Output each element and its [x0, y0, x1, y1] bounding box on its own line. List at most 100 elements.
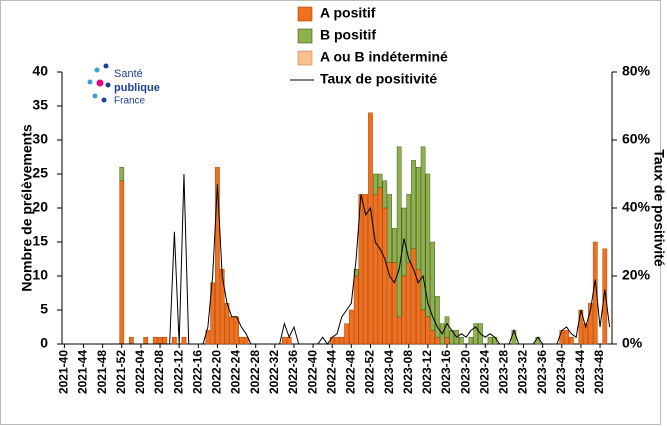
bar: [602, 248, 608, 345]
line: [64, 173, 611, 345]
x-tick-label: 2023-48: [592, 350, 606, 394]
bar: [406, 262, 412, 345]
bar: [392, 228, 397, 263]
legend-swatch: [297, 28, 313, 44]
x-tick-label: 2023-24: [477, 350, 491, 394]
bar: [430, 330, 435, 345]
x-tick-label: 2022-04: [133, 350, 147, 394]
logo: Santé publique France: [87, 63, 160, 107]
x-tick-label: 2022-16: [190, 350, 204, 394]
bar: [468, 336, 474, 345]
bar: [511, 330, 517, 345]
bar: [425, 316, 431, 345]
x-tick-label: 2022-48: [344, 350, 358, 394]
bar: [143, 336, 149, 345]
legend-swatch: [297, 50, 313, 66]
legend-swatch: [297, 6, 313, 22]
x-tick-label: 2021-44: [76, 350, 90, 394]
bar: [368, 112, 373, 345]
bar: [329, 336, 335, 345]
x-tick-label: 2023-20: [458, 350, 472, 394]
bar: [181, 336, 187, 345]
x-tick-label: 2023-12: [420, 350, 434, 394]
y2-tick-label: 0%: [622, 335, 643, 351]
bar: [487, 336, 493, 345]
bar: [129, 336, 134, 345]
bar: [382, 207, 388, 345]
bar: [372, 194, 378, 345]
y-tick-label: 35: [32, 97, 48, 113]
bar: [152, 336, 158, 345]
bar: [344, 323, 349, 345]
bar: [411, 248, 416, 345]
bar: [411, 160, 416, 250]
bar: [444, 336, 450, 345]
y-tick-label: 10: [32, 267, 48, 283]
bar: [377, 173, 383, 188]
bar: [239, 336, 244, 345]
x-tick-label: 2023-44: [573, 350, 587, 394]
x-tick-label: 2021-48: [95, 350, 109, 394]
x-tick-label: 2022-08: [152, 350, 166, 394]
bar: [162, 336, 168, 345]
bar: [377, 187, 383, 345]
bar: [435, 336, 440, 345]
bar: [119, 166, 125, 182]
bar: [401, 275, 407, 345]
y2-axis-title: Taux de positivité: [651, 149, 667, 266]
y2-tick-label: 60%: [622, 131, 651, 147]
bar: [282, 336, 287, 345]
bar: [205, 330, 211, 345]
bar: [406, 194, 412, 263]
bar: [401, 207, 407, 277]
bar: [210, 282, 215, 345]
bar: [564, 330, 569, 345]
bar: [559, 330, 565, 345]
bar: [363, 194, 369, 345]
logo-text: publique: [114, 82, 160, 94]
bar: [353, 275, 359, 345]
bar: [425, 173, 431, 318]
legend-label: A ou B indéterminé: [320, 49, 448, 65]
x-tick-label: 2023-36: [535, 350, 549, 394]
x-tick-label: 2023-28: [497, 350, 511, 394]
bar: [215, 166, 220, 345]
y-tick-label: 40: [32, 63, 48, 79]
bar: [583, 323, 589, 345]
x-tick-label: 2022-32: [267, 350, 281, 394]
logo-text: Santé: [114, 68, 143, 80]
x-tick-label: 2022-20: [210, 350, 224, 394]
x-tick-label: 2022-24: [229, 350, 243, 394]
bar: [349, 309, 354, 345]
bar: [569, 336, 574, 345]
bar: [535, 336, 541, 345]
bar: [119, 180, 125, 345]
legend-label: B positif: [320, 27, 376, 43]
bar: [473, 323, 479, 345]
bar: [415, 166, 421, 270]
bar: [353, 268, 359, 277]
bar: [435, 296, 440, 338]
bar: [243, 336, 249, 345]
bar: [420, 146, 426, 311]
x-tick-label: 2022-52: [363, 350, 377, 394]
x-tick-label: 2023-32: [516, 350, 530, 394]
bar: [396, 146, 402, 318]
x-tick-label: 2023-40: [554, 350, 568, 394]
bar: [229, 316, 235, 345]
x-tick-label: 2021-40: [57, 350, 71, 394]
bar: [219, 268, 225, 345]
y2-tick-label: 80%: [622, 63, 651, 79]
bar: [392, 262, 397, 345]
bar: [588, 302, 593, 345]
bar: [372, 173, 378, 195]
x-tick-label: 2022-28: [248, 350, 262, 394]
y2-tick-label: 20%: [622, 267, 651, 283]
x-tick-label: 2023-08: [401, 350, 415, 394]
legend-label: A positif: [320, 5, 376, 21]
x-tick-label: 2023-16: [439, 350, 453, 394]
bar: [420, 309, 426, 345]
y-axis-title: Nombre de prélèvements: [19, 124, 35, 291]
y-tick-label: 15: [32, 233, 48, 249]
